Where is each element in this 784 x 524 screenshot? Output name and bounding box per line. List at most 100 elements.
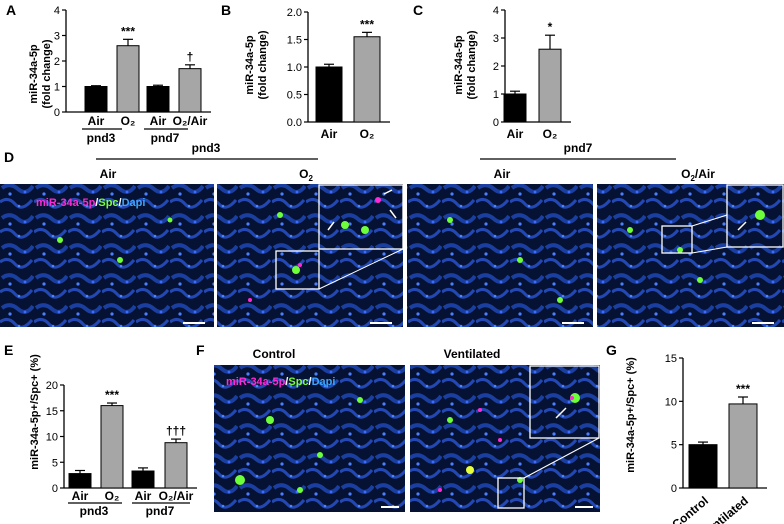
inset-line-d-o2air-b <box>691 246 728 254</box>
y-axis-label-b: miR-34a-5p <box>244 35 256 95</box>
legend-f: miR-34a-5p/Spc/Dapi <box>226 376 335 388</box>
group-label-d-pnd3: pnd3 <box>192 141 221 155</box>
group-label-pnd3: pnd3 <box>87 131 116 145</box>
legend-f-sep2: / <box>309 376 312 388</box>
y-axis-label-c: miR-34a-5p <box>453 35 465 95</box>
significance-b: *** <box>360 17 374 31</box>
y-axis-label-e: miR-34a-5p+/Spc+ (%) <box>29 354 41 470</box>
y-axis-label-a: miR-34a-5p <box>28 44 40 104</box>
group-label-e-pnd7: pnd7 <box>146 504 175 518</box>
arrow-icon <box>555 407 567 419</box>
inset-f <box>529 365 600 439</box>
y-tick-label-b: 0.0 <box>287 117 302 129</box>
category-label-a: O₂/Air <box>173 114 208 128</box>
category-label-e: Air <box>135 489 152 503</box>
bar-b <box>315 66 343 123</box>
legend-f-sep1: / <box>285 376 288 388</box>
chart-c: miR-34a-5p (fold change) <box>453 30 478 99</box>
y-tick-label-b: 1.0 <box>287 62 302 74</box>
category-label-c: Air <box>507 127 524 141</box>
category-label-c: O₂ <box>543 127 558 141</box>
y-axis-label-g: miR-34a-5p+/Spc+ (%) <box>625 357 637 473</box>
y-tick-label-c: 2 <box>493 61 499 73</box>
inset-line-d-o2air-a <box>691 214 728 227</box>
panel-f: Control Ventilated miR-34a-5p/Spc/Dapi <box>214 347 600 512</box>
legend-f-spc: Spc <box>288 376 308 388</box>
group-label-e-pnd3: pnd3 <box>80 504 109 518</box>
inset-d-o2 <box>318 184 404 250</box>
inset-box-d-o2 <box>275 250 320 290</box>
y-tick-label-g: 5 <box>671 440 677 452</box>
micrograph-f-control <box>214 365 405 512</box>
y-axis-label-c-line2: (fold change) <box>466 30 478 99</box>
category-label-e: O₂/Air <box>159 489 194 503</box>
panel-letter-f: F <box>196 342 205 358</box>
significance-e: *** <box>105 388 119 402</box>
legend-d-sep2: / <box>119 197 122 209</box>
bar-e <box>100 405 124 489</box>
y-tick-label-b: 1.5 <box>287 35 302 47</box>
legend-d: miR-34a-5p/Spc/Dapi <box>36 197 145 209</box>
category-label-a: Air <box>88 114 105 128</box>
legend-d-spc: Spc <box>98 197 118 209</box>
y-tick-label-g: 15 <box>665 353 677 365</box>
legend-f-mir: miR-34a-5p <box>226 376 286 388</box>
y-tick-label-a: 3 <box>54 31 60 43</box>
bar-a <box>84 86 108 113</box>
category-label-g: Control <box>669 494 711 524</box>
image-label-d-air-pnd3: Air <box>100 167 117 181</box>
panel-letter-b: B <box>221 2 231 18</box>
y-tick-label-g: 0 <box>671 483 677 495</box>
significance-e: ††† <box>166 424 186 438</box>
y-tick-label-e: 15 <box>46 406 58 418</box>
y-tick-label-c: 0 <box>493 117 499 129</box>
chart-g: miR-34a-5p+/Spc+ (%) <box>625 357 637 473</box>
arrow-icon <box>327 221 335 231</box>
chart-b: miR-34a-5p (fold change) <box>244 30 269 99</box>
bar-g <box>728 403 758 489</box>
category-label-b: O₂ <box>360 127 375 141</box>
y-tick-label-e: 0 <box>52 483 58 495</box>
image-label-d-o2air: O2/Air <box>681 167 715 183</box>
y-axis-label-a-line2: (fold change) <box>41 39 53 108</box>
y-tick-label-a: 0 <box>54 107 60 119</box>
y-tick-label-a: 2 <box>54 56 60 68</box>
arrow-icon <box>383 189 393 195</box>
y-tick-label-e: 10 <box>46 432 58 444</box>
bar-c <box>503 93 527 123</box>
bar-a <box>178 68 202 113</box>
group-label-d-pnd7: pnd7 <box>564 141 593 155</box>
y-tick-label-a: 4 <box>54 5 60 17</box>
category-label-e: Air <box>72 489 89 503</box>
category-label-a: O₂ <box>121 114 136 128</box>
y-tick-label-c: 1 <box>493 89 499 101</box>
category-label-g: Ventilated <box>699 494 751 524</box>
inset-box-f <box>497 477 525 509</box>
panel-d: pnd3 pnd7 Air O2 Air O2/Air miR-34a-5p/S… <box>0 141 784 327</box>
inset-line-f <box>523 437 600 479</box>
legend-f-dapi: Dapi <box>312 376 336 388</box>
bar-e <box>68 473 92 489</box>
panel-letter-c: C <box>413 2 423 18</box>
bar-e <box>164 442 188 489</box>
arrow-icon <box>389 209 397 219</box>
legend-d-dapi: Dapi <box>122 197 146 209</box>
inset-line-d-o2-b <box>318 248 404 290</box>
image-label-f-ventilated: Ventilated <box>444 347 501 361</box>
image-label-f-control: Control <box>253 347 296 361</box>
group-label-pnd7: pnd7 <box>151 131 180 145</box>
y-tick-label-g: 10 <box>665 396 677 408</box>
arrow-icon <box>737 221 747 231</box>
y-tick-label-a: 1 <box>54 82 60 94</box>
y-tick-label-b: 0.5 <box>287 90 302 102</box>
panel-letter-g: G <box>606 342 617 358</box>
chart-a: miR-34a-5p (fold change) pnd3 pnd7 <box>28 39 188 145</box>
inset-box-d-o2air <box>661 225 693 254</box>
inset-d-o2air <box>726 184 784 248</box>
y-tick-label-c: 4 <box>493 5 499 17</box>
bar-g <box>688 444 718 489</box>
significance-a: † <box>187 50 194 64</box>
legend-d-mir: miR-34a-5p <box>36 197 96 209</box>
bar-e <box>131 470 155 489</box>
